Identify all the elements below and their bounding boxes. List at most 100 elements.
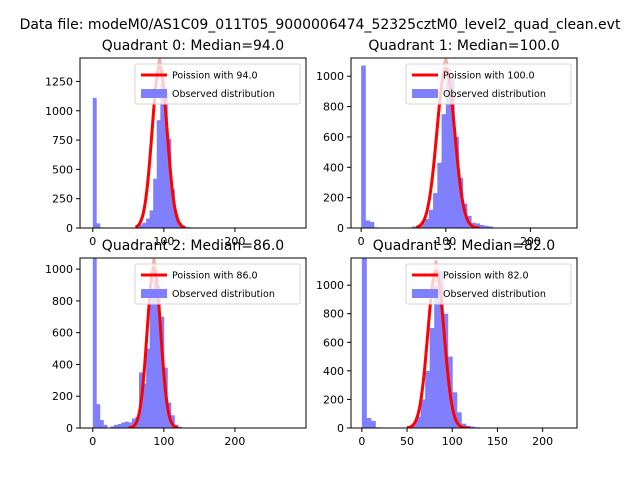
histogram-bar	[411, 226, 417, 228]
histogram-bar	[92, 97, 97, 228]
legend-label-fit: Poission with 86.0	[172, 271, 258, 282]
histogram-bar	[479, 224, 485, 228]
histogram-bar	[124, 421, 129, 428]
legend: Poission with 100.0 Observed distribution	[405, 63, 572, 105]
legend-bar-swatch	[141, 289, 167, 298]
histogram-bar	[128, 422, 133, 428]
histogram-bar	[146, 348, 150, 428]
histogram-bar	[121, 422, 126, 428]
histogram-bar	[441, 114, 447, 228]
y-tick-label: 400	[52, 358, 73, 371]
histogram-bar	[488, 226, 493, 228]
histogram-bar	[458, 177, 464, 228]
histogram-bar	[365, 220, 371, 228]
histogram-bar	[483, 225, 489, 228]
histogram-bar	[114, 424, 119, 428]
legend-box	[134, 263, 301, 305]
histogram-bar	[420, 399, 426, 428]
legend-box	[405, 63, 572, 105]
x-tick-label: 150	[487, 435, 508, 448]
legend-label-fit: Poission with 94.0	[172, 71, 258, 82]
x-tick-label: 100	[442, 435, 463, 448]
y-tick-label: 1000	[316, 70, 344, 83]
y-tick-label: 0	[337, 422, 344, 435]
histogram-bar	[92, 258, 97, 428]
histogram-bar	[149, 292, 154, 428]
histogram-bar	[174, 213, 179, 228]
histogram-bar	[425, 370, 431, 428]
x-tick-label: 0	[358, 235, 365, 248]
y-tick-label: 750	[52, 134, 73, 147]
y-tick-label: 1000	[316, 279, 344, 292]
x-tick-label: 200	[224, 435, 245, 448]
histogram-bar	[438, 270, 444, 428]
histogram-bar	[110, 426, 115, 428]
y-tick-label: 800	[52, 295, 73, 308]
histogram-bar	[167, 138, 172, 228]
y-tick-label: 400	[323, 161, 344, 174]
histogram-bar	[461, 423, 467, 428]
subplot-title: Quadrant 3: Median=82.0	[373, 238, 555, 254]
legend-label-hist: Observed distribution	[443, 289, 546, 300]
y-tick-label: 600	[323, 131, 344, 144]
histogram-bar	[149, 210, 154, 228]
histogram-bar	[454, 136, 459, 228]
histogram-bar	[170, 415, 175, 428]
y-tick-label: 600	[323, 336, 344, 349]
plot-marks	[361, 58, 493, 228]
histogram-bar	[185, 226, 190, 228]
legend-label-hist: Observed distribution	[172, 289, 275, 300]
histogram-bar	[153, 178, 158, 228]
y-tick-label: 800	[323, 101, 344, 114]
y-tick-label: 200	[323, 192, 344, 205]
plot-marks	[92, 258, 182, 428]
y-tick-label: 400	[323, 365, 344, 378]
y-tick-label: 0	[66, 222, 73, 235]
histogram-bar	[103, 424, 108, 428]
histogram-bar	[178, 426, 182, 428]
histogram-bar	[156, 285, 161, 428]
y-tick-label: 200	[52, 390, 73, 403]
legend-bar-swatch	[141, 89, 167, 98]
histogram-bar	[170, 189, 175, 228]
x-tick-label: 200	[520, 235, 541, 248]
y-tick-label: 250	[52, 193, 73, 206]
subplot-1: 0 100 200 0 200 400 600 800 1000 Quadrant 1: Medi…	[316, 38, 578, 248]
legend-bar-swatch	[412, 289, 438, 298]
histogram-bar	[433, 193, 438, 228]
x-tick-label: 200	[224, 235, 245, 248]
axes-frame	[79, 257, 307, 429]
y-tick-label: 200	[323, 393, 344, 406]
axes-frame	[79, 57, 307, 229]
y-tick-label: 500	[52, 163, 73, 176]
y-tick-label: 800	[323, 308, 344, 321]
x-tick-label: 0	[358, 435, 365, 448]
x-tick-label: 0	[89, 235, 96, 248]
legend: Poission with 82.0 Observed distribution	[405, 263, 572, 305]
y-tick-label: 0	[66, 422, 73, 435]
histogram-bar	[96, 404, 101, 428]
y-tick-label: 1000	[45, 105, 73, 118]
y-tick-label: 600	[52, 327, 73, 340]
histogram-bar	[450, 79, 455, 228]
histogram-bar	[420, 223, 426, 228]
axes-frame	[350, 257, 578, 429]
histogram-bar	[96, 223, 101, 228]
histogram-bar	[445, 68, 451, 228]
histogram-bar	[429, 328, 435, 428]
histogram-bar	[99, 420, 104, 428]
legend-box	[134, 63, 301, 105]
figure-suptitle: Data file: modeM0/AS1C09_011T05_90000064…	[20, 17, 621, 33]
axes-frame	[350, 57, 578, 229]
histogram-bar	[153, 269, 158, 428]
histogram-bar	[452, 392, 458, 428]
histogram-bar	[156, 120, 161, 228]
histogram-bar	[142, 222, 147, 228]
histogram-bar	[456, 412, 462, 428]
subplot-title: Quadrant 2: Median=86.0	[102, 238, 284, 254]
histogram-bar	[366, 418, 372, 428]
x-tick-label: 200	[532, 435, 553, 448]
legend-box	[405, 263, 572, 305]
